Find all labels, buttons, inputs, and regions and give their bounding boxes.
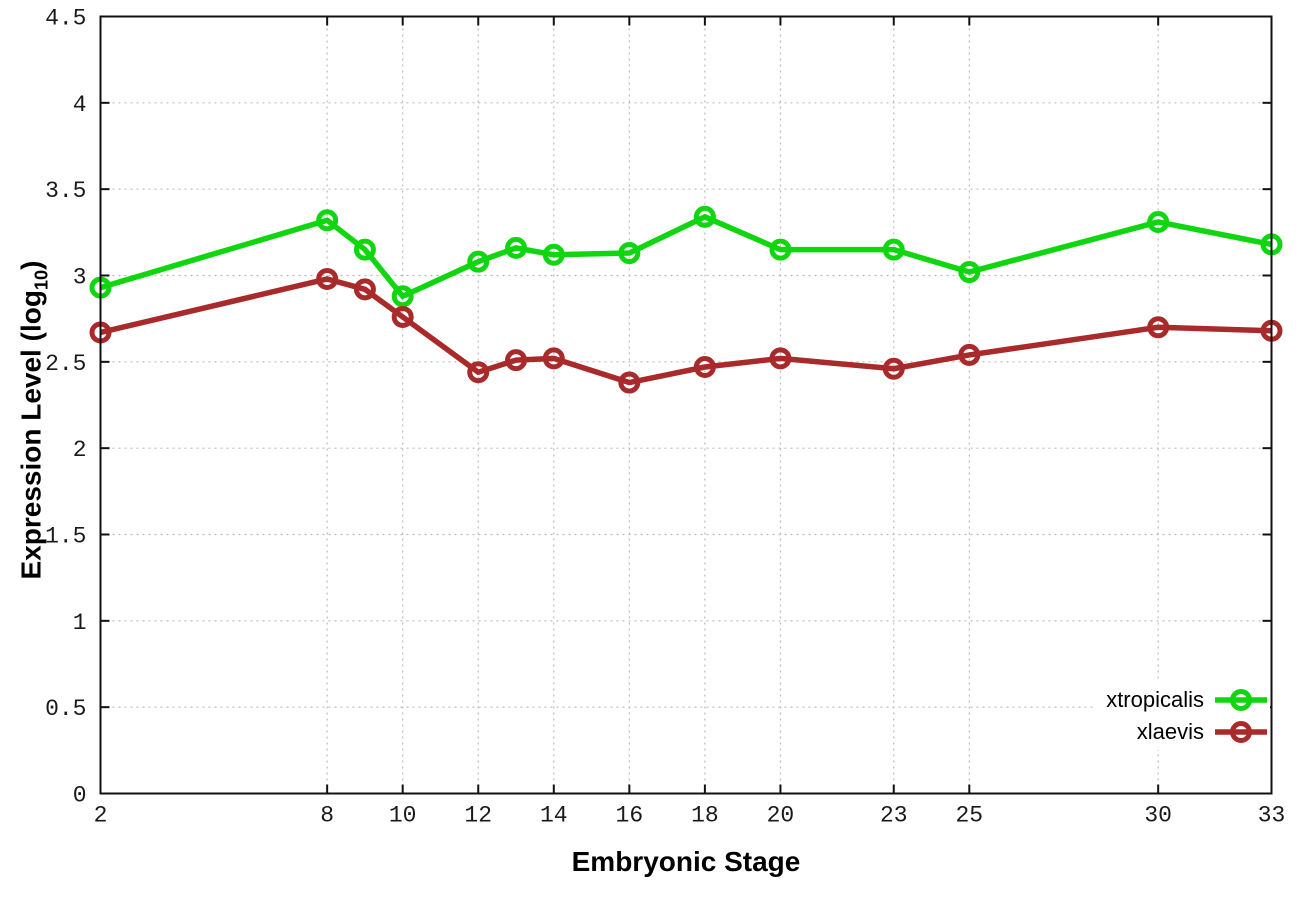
x-tick-label: 2 bbox=[94, 803, 108, 829]
y-axis-title-subscript: 10 bbox=[31, 269, 52, 291]
y-axis-title: Expression Level (log10) bbox=[16, 261, 53, 580]
x-axis-title: Embryonic Stage bbox=[571, 846, 801, 877]
plot-border bbox=[99, 15, 1273, 795]
data-point-marker bbox=[316, 267, 339, 290]
y-tick-label: 3.5 bbox=[45, 178, 86, 204]
data-point-marker bbox=[353, 278, 376, 301]
x-tick-label: 30 bbox=[1144, 803, 1172, 829]
x-tick-label: 10 bbox=[389, 803, 417, 829]
line-circle-marker-icon bbox=[1215, 721, 1267, 743]
data-point-marker bbox=[769, 347, 792, 370]
y-tick-label: 0.5 bbox=[45, 696, 86, 722]
legend-label-xlaevis: xlaevis bbox=[1136, 719, 1204, 744]
legend-row-xtropicalis: xtropicalis bbox=[1106, 684, 1268, 716]
data-point-marker bbox=[467, 250, 490, 273]
data-point-marker bbox=[882, 357, 905, 380]
legend-label-xtropicalis: xtropicalis bbox=[1106, 687, 1204, 712]
data-point-marker bbox=[391, 285, 414, 308]
x-tick-label: 18 bbox=[691, 803, 719, 829]
y-axis-title-text: Expression Level (log bbox=[15, 290, 47, 580]
data-point-marker bbox=[467, 361, 490, 384]
series-xtropicalis bbox=[89, 205, 1283, 308]
data-point-marker bbox=[505, 236, 528, 259]
data-point-marker bbox=[618, 242, 641, 265]
data-point-marker bbox=[542, 243, 565, 266]
x-tick-label: 33 bbox=[1258, 803, 1286, 829]
line-circle-marker-icon bbox=[1215, 689, 1267, 711]
data-point-marker bbox=[316, 209, 339, 232]
x-tick-label: 8 bbox=[320, 803, 334, 829]
x-tick-label: 25 bbox=[956, 803, 984, 829]
y-tick-label: 4.5 bbox=[45, 6, 86, 32]
data-point-marker bbox=[542, 347, 565, 370]
data-point-marker bbox=[391, 305, 414, 328]
y-tick-label: 3 bbox=[73, 265, 87, 291]
y-axis-title-suffix: ) bbox=[15, 260, 47, 270]
data-point-marker bbox=[618, 371, 641, 394]
tick-labels: 2 8 10 12 14 16 18 20 23 25 30 33 0 0.5 1 1.5 2 2.5 3 3.5 4 4… bbox=[45, 6, 1285, 829]
y-tick-label: 0 bbox=[73, 783, 87, 809]
data-point-marker bbox=[1147, 316, 1170, 339]
data-point-marker bbox=[958, 343, 981, 366]
data-point-marker bbox=[958, 261, 981, 284]
x-tick-label: 20 bbox=[767, 803, 795, 829]
x-tick-label: 12 bbox=[464, 803, 492, 829]
data-point-marker bbox=[769, 238, 792, 261]
data-point-marker bbox=[693, 205, 716, 228]
data-point-marker bbox=[882, 238, 905, 261]
x-tick-label: 16 bbox=[616, 803, 644, 829]
data-point-marker bbox=[1147, 210, 1170, 233]
y-tick-label: 2.5 bbox=[45, 351, 86, 377]
x-tick-label: 23 bbox=[880, 803, 908, 829]
legend-row-xlaevis: xlaevis bbox=[1137, 716, 1268, 748]
y-tick-label: 2 bbox=[73, 437, 87, 463]
y-tick-label: 1.5 bbox=[45, 524, 86, 550]
y-tick-label: 4 bbox=[73, 92, 87, 118]
data-point-marker bbox=[505, 349, 528, 372]
y-tick-label: 1 bbox=[73, 610, 87, 636]
x-tick-label: 14 bbox=[540, 803, 568, 829]
legend: xtropicalis xlaevis bbox=[1096, 682, 1270, 750]
data-point-marker bbox=[693, 356, 716, 379]
data-point-marker bbox=[353, 238, 376, 261]
